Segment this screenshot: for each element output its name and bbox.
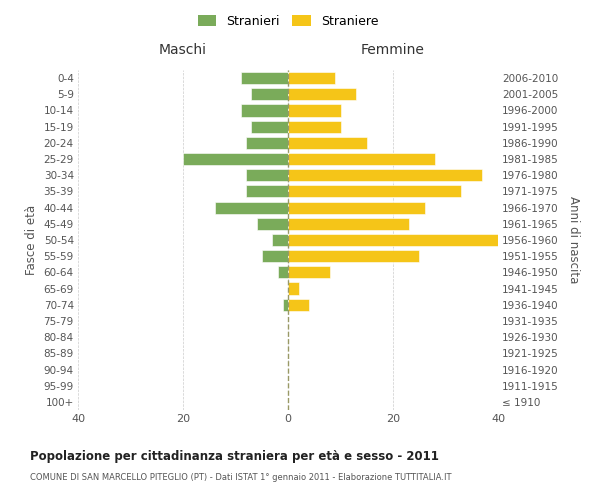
Bar xyxy=(288,250,419,262)
Bar xyxy=(288,202,425,213)
Bar xyxy=(288,266,330,278)
Bar xyxy=(183,153,288,165)
Y-axis label: Fasce di età: Fasce di età xyxy=(25,205,38,275)
Bar xyxy=(288,234,498,246)
Text: Maschi: Maschi xyxy=(159,43,207,57)
Bar xyxy=(288,153,435,165)
Bar xyxy=(288,298,309,311)
Legend: Stranieri, Straniere: Stranieri, Straniere xyxy=(194,11,382,32)
Bar xyxy=(288,120,341,132)
Bar xyxy=(288,104,341,117)
Bar xyxy=(257,218,288,230)
Y-axis label: Anni di nascita: Anni di nascita xyxy=(567,196,580,284)
Bar xyxy=(288,88,356,101)
Bar xyxy=(251,120,288,132)
Bar xyxy=(288,72,335,84)
Bar xyxy=(288,137,367,149)
Text: Femmine: Femmine xyxy=(361,43,425,57)
Text: Popolazione per cittadinanza straniera per età e sesso - 2011: Popolazione per cittadinanza straniera p… xyxy=(30,450,439,463)
Bar xyxy=(246,169,288,181)
Bar xyxy=(277,266,288,278)
Bar xyxy=(241,72,288,84)
Bar xyxy=(262,250,288,262)
Bar xyxy=(283,298,288,311)
Bar xyxy=(251,88,288,101)
Bar xyxy=(288,186,461,198)
Bar xyxy=(288,169,482,181)
Bar xyxy=(288,218,409,230)
Bar xyxy=(272,234,288,246)
Bar xyxy=(288,282,299,294)
Bar xyxy=(246,186,288,198)
Bar xyxy=(241,104,288,117)
Bar xyxy=(246,137,288,149)
Text: COMUNE DI SAN MARCELLO PITEGLIO (PT) - Dati ISTAT 1° gennaio 2011 - Elaborazione: COMUNE DI SAN MARCELLO PITEGLIO (PT) - D… xyxy=(30,472,452,482)
Bar xyxy=(215,202,288,213)
